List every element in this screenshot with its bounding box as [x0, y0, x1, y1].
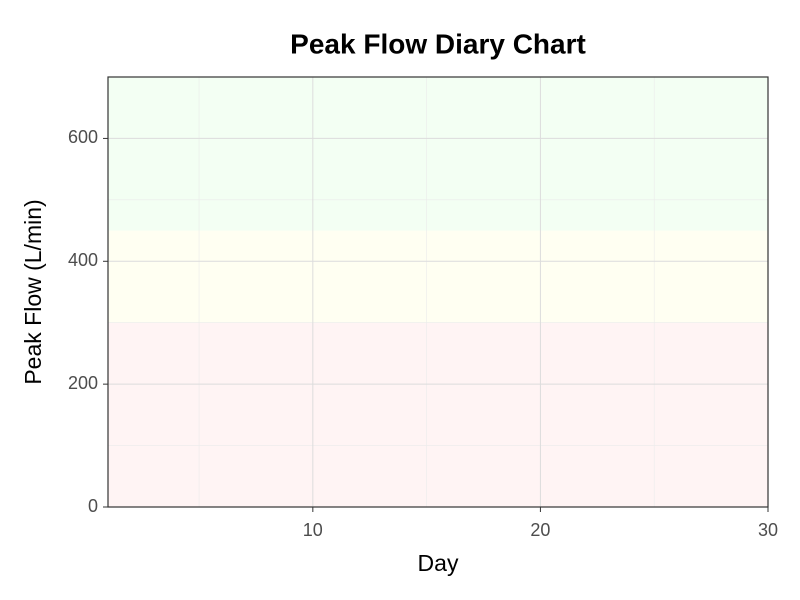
chart-title: Peak Flow Diary Chart [290, 28, 586, 59]
x-axis-label: Day [418, 550, 459, 576]
x-tick-label: 30 [758, 520, 778, 540]
y-tick-label: 400 [68, 250, 98, 270]
y-axis-label: Peak Flow (L/min) [20, 199, 46, 384]
zone-band [108, 230, 768, 323]
zone-band [108, 322, 768, 507]
y-tick-label: 200 [68, 373, 98, 393]
y-tick-label: 0 [88, 496, 98, 516]
zone-band [108, 77, 768, 231]
x-tick-label: 10 [303, 520, 323, 540]
x-tick-label: 20 [530, 520, 550, 540]
plot-border [107, 76, 769, 508]
y-tick-label: 600 [68, 127, 98, 147]
